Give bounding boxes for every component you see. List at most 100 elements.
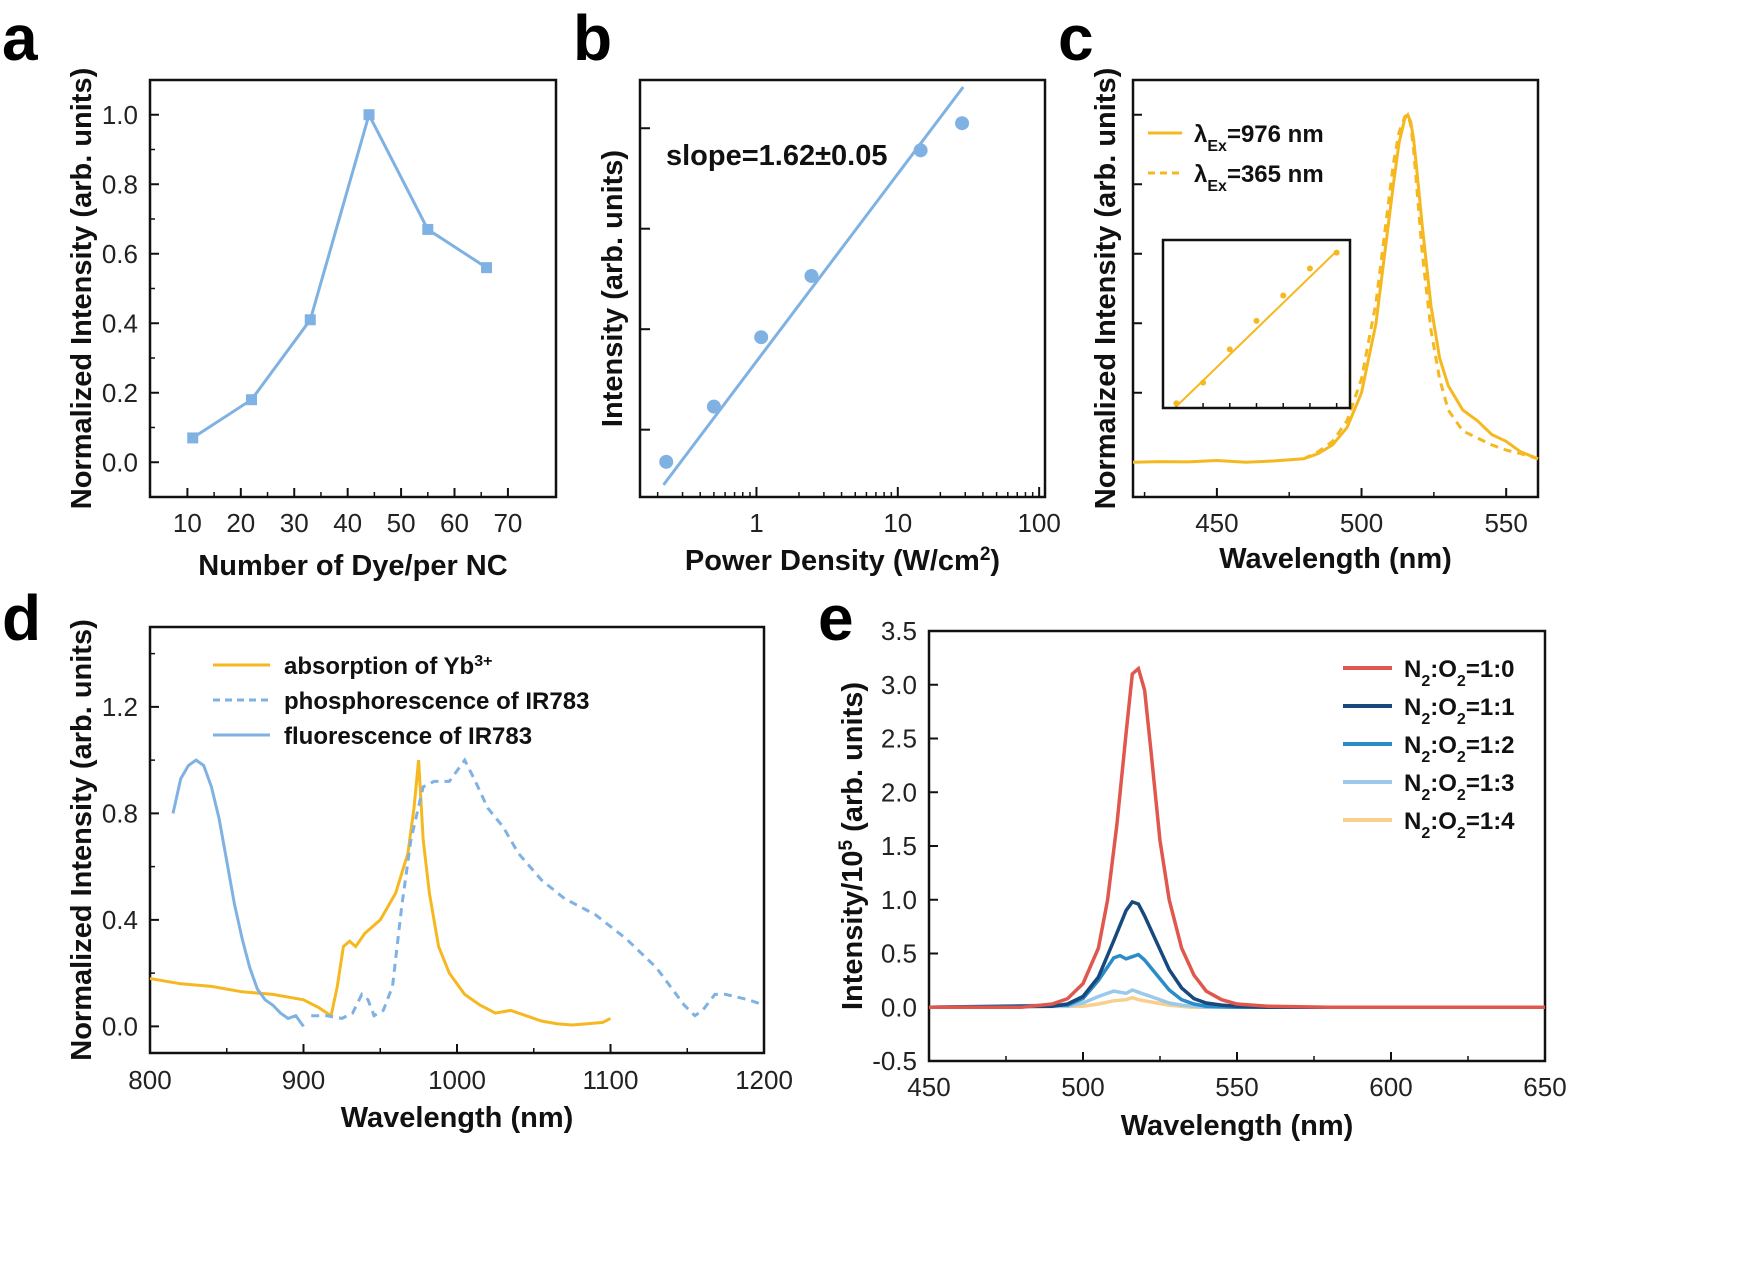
x-tick-label-e: 450 (907, 1072, 950, 1102)
y-tick-label-a: 1.0 (102, 100, 138, 130)
legend-sub-c: Ex (1207, 178, 1227, 195)
legend-part-e: N (1404, 732, 1421, 759)
inset-data-point-c (1306, 265, 1313, 272)
y-tick-label-e: 1.0 (881, 885, 917, 915)
y-tick-label-a: 0.0 (102, 447, 138, 477)
series-line-d-3 (171, 758, 305, 1028)
legend-sub-e: 2 (1457, 673, 1466, 690)
x-tick-label-b: 10 (883, 508, 912, 538)
legend-part-e: =1:0 (1466, 656, 1515, 683)
legend-part-e: =1:1 (1466, 694, 1515, 721)
series-line-d-1 (149, 759, 612, 1027)
x-tick-label-b: 1 (749, 508, 763, 538)
plot-frame-c (1131, 78, 1540, 499)
x-tick-label-e: 650 (1523, 1072, 1566, 1102)
x-tick-label-e: 500 (1061, 1072, 1104, 1102)
y-tick-label-e: 3.0 (881, 670, 917, 700)
panel-label-a: a (2, 2, 38, 74)
x-axis-label-end-b: ) (990, 545, 1000, 577)
data-point-b (913, 143, 928, 158)
y-tick-label-e: 3.5 (881, 616, 917, 646)
y-axis-label-e: Intensity/105 (arb. units) (836, 682, 870, 1010)
legend-label-e: N2:O2=1:2 (1404, 732, 1515, 766)
legend-label-c: λEx=365 nm (1194, 161, 1324, 195)
y-axis-label-pre-e: Intensity/10 (837, 850, 869, 1010)
series-line-e-2 (928, 899, 1545, 1010)
x-tick-label-a: 70 (493, 508, 522, 538)
x-axis-label-sup-b: 2 (980, 544, 991, 565)
y-axis-label-d: Normalized Intensity (arb. units) (66, 619, 98, 1061)
y-tick-label-e: 0.5 (881, 939, 917, 969)
data-point-b (706, 399, 721, 414)
data-point-a (187, 432, 199, 444)
legend-sub-e: 2 (1421, 673, 1430, 690)
legend-sub-e: 2 (1421, 787, 1430, 804)
legend-part-e: =1:3 (1466, 770, 1515, 797)
slope-annotation-b: slope=1.62±0.05 (666, 140, 887, 172)
x-tick-label-a: 40 (333, 508, 362, 538)
fit-line-b (662, 86, 965, 486)
inset-data-point-c (1200, 379, 1207, 386)
legend-label-e: N2:O2=1:0 (1404, 656, 1515, 690)
x-tick-label-c: 500 (1340, 508, 1383, 538)
series-line-a (191, 110, 488, 440)
x-tick-label-c: 450 (1195, 508, 1238, 538)
series-line-e-3 (928, 952, 1545, 1010)
x-tick-label-c: 550 (1484, 508, 1527, 538)
legend-label-e: N2:O2=1:1 (1404, 694, 1515, 728)
y-axis-label-c: Normalized Intensity (arb. units) (1090, 68, 1122, 510)
y-tick-label-d: 0.0 (102, 1011, 138, 1041)
legend-part-e: =1:2 (1466, 732, 1515, 759)
legend-part-e: =1:4 (1466, 808, 1515, 835)
x-tick-label-d: 1000 (428, 1065, 486, 1095)
y-axis-label-b: Intensity (arb. units) (597, 150, 629, 427)
panel-label-d: d (2, 582, 41, 654)
legend-part-e: :O (1430, 770, 1457, 797)
x-axis-label-d: Wavelength (nm) (341, 1102, 574, 1134)
series-line-e-5 (928, 995, 1545, 1010)
x-axis-label-b: Power Density (W/cm2) (685, 544, 1000, 578)
inset-data-point-c (1333, 249, 1340, 256)
panel-label-e: e (818, 582, 854, 654)
plot-frame-b (638, 78, 1047, 499)
y-tick-label-d: 0.8 (102, 798, 138, 828)
series-line-e-4 (928, 988, 1545, 1010)
x-tick-label-a: 10 (173, 508, 202, 538)
inset-data-point-c (1280, 292, 1287, 299)
data-point-b (754, 330, 769, 345)
legend-label-e: N2:O2=1:3 (1404, 770, 1515, 804)
legend-part-e: N (1404, 770, 1421, 797)
y-axis-label-a: Normalized Intensity (arb. units) (66, 68, 98, 510)
legend-part-e: N (1404, 694, 1421, 721)
inset-data-point-c (1173, 400, 1180, 407)
x-tick-label-d: 900 (282, 1065, 325, 1095)
data-point-a (363, 109, 375, 121)
y-axis-label-post-e: (arb. units) (837, 682, 869, 840)
y-tick-label-a: 0.6 (102, 239, 138, 269)
x-tick-label-a: 50 (387, 508, 416, 538)
legend-sub-e: 2 (1421, 749, 1430, 766)
legend-label-d: absorption of Yb3+ (284, 653, 492, 681)
legend-sub-e: 2 (1457, 787, 1466, 804)
x-tick-label-d: 800 (128, 1065, 171, 1095)
y-tick-label-e: 2.0 (881, 777, 917, 807)
legend-sub-e: 2 (1457, 711, 1466, 728)
legend-sub-e: 2 (1457, 749, 1466, 766)
legend-label-c: λEx=976 nm (1194, 121, 1324, 155)
series-line-d-2 (311, 757, 765, 1020)
inset-data-point-c (1253, 317, 1260, 324)
x-tick-label-a: 20 (226, 508, 255, 538)
legend-label-e: N2:O2=1:4 (1404, 808, 1515, 842)
y-tick-label-e: 2.5 (881, 724, 917, 754)
data-point-b (659, 454, 674, 469)
data-point-a (246, 394, 257, 406)
x-axis-label-e: Wavelength (nm) (1121, 1110, 1354, 1142)
x-tick-label-e: 550 (1215, 1072, 1258, 1102)
legend-part-e: :O (1430, 808, 1457, 835)
x-tick-label-e: 600 (1369, 1072, 1412, 1102)
legend-part-e: N (1404, 808, 1421, 835)
legend-part-e: :O (1430, 732, 1457, 759)
data-point-b (804, 268, 819, 283)
y-axis-label-sup-e: 5 (836, 839, 857, 850)
